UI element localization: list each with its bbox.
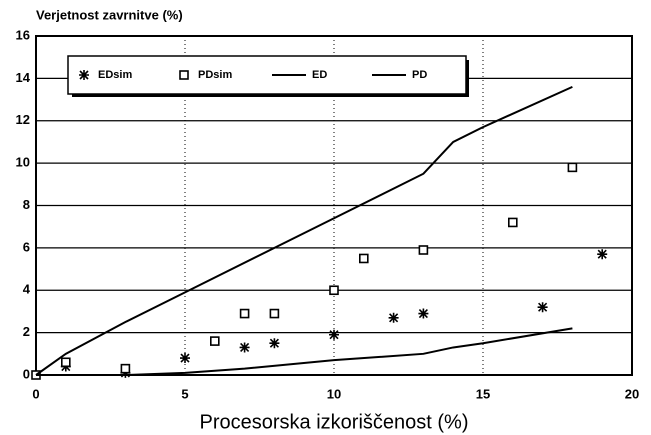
y-tick-label: 2 xyxy=(23,324,30,339)
square-marker xyxy=(120,363,131,374)
legend-label: PDsim xyxy=(198,69,232,81)
plot-frame xyxy=(35,35,633,376)
asterisk-marker xyxy=(329,329,339,340)
x-tick-label: 5 xyxy=(181,386,188,401)
square-marker xyxy=(210,336,220,346)
legend-shadow xyxy=(466,60,469,97)
asterisk-marker xyxy=(180,353,190,364)
series-line xyxy=(35,85,573,376)
x-tick-label: 0 xyxy=(32,386,39,401)
square-marker xyxy=(418,245,429,255)
y-tick-label: 14 xyxy=(16,70,31,85)
asterisk-marker xyxy=(269,338,280,349)
x-tick-label: 15 xyxy=(476,386,490,401)
square-marker xyxy=(179,70,189,80)
legend-label: EDsim xyxy=(98,69,132,81)
series-line xyxy=(36,327,573,376)
legend-label: PD xyxy=(412,69,427,81)
x-axis-label: Procesorska izkoriščenost (%) xyxy=(200,411,469,433)
y-tick-label: 10 xyxy=(16,155,30,170)
asterisk-marker xyxy=(597,249,608,260)
asterisk-marker xyxy=(418,308,429,319)
y-tick-label: 6 xyxy=(23,239,30,254)
square-marker xyxy=(358,253,369,264)
legend-shadow xyxy=(72,94,469,97)
square-marker xyxy=(567,162,578,173)
y-tick-label: 12 xyxy=(16,112,30,127)
square-marker xyxy=(239,308,250,319)
asterisk-marker xyxy=(537,302,548,313)
y-tick-label: 4 xyxy=(23,282,31,297)
square-marker xyxy=(60,357,71,368)
asterisk-marker xyxy=(388,312,399,323)
y-tick-label: 0 xyxy=(23,366,30,381)
y-tick-label: 16 xyxy=(16,27,30,42)
y-tick-label: 8 xyxy=(23,197,30,212)
chart-title: Verjetnost zavrnitve (%) xyxy=(36,7,183,22)
square-marker xyxy=(329,285,339,296)
x-tick-label: 20 xyxy=(625,386,639,401)
square-marker xyxy=(507,217,518,228)
legend: EDsim PDsim ED PD xyxy=(67,55,469,97)
x-tick-label: 10 xyxy=(327,386,341,401)
asterisk-marker xyxy=(239,342,250,353)
square-marker xyxy=(269,308,280,319)
legend-label: ED xyxy=(312,69,327,81)
asterisk-marker xyxy=(79,70,89,80)
